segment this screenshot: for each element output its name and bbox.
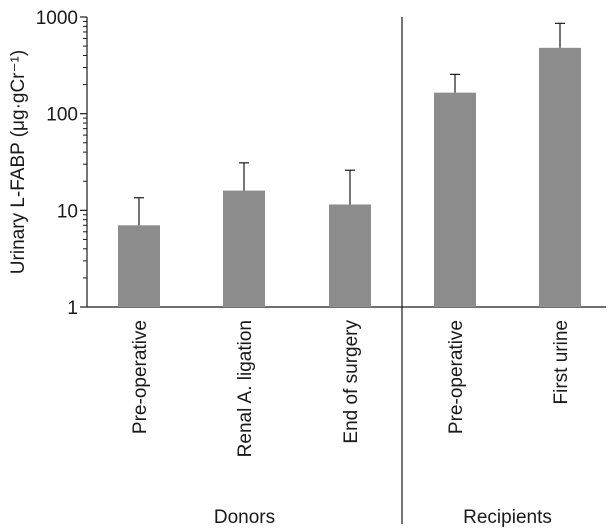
y-axis-title-group: Urinary L-FABP (μg·gCr⁻¹) (8, 50, 29, 274)
y-axis-title: Urinary L-FABP (μg·gCr⁻¹) (8, 50, 29, 274)
error-bars (134, 22, 565, 226)
bar (539, 47, 581, 307)
group-labels: Donors Recipients (214, 507, 552, 528)
bar (118, 225, 160, 307)
y-tick-label: 1 (67, 298, 78, 319)
x-tick-label: First urine (551, 320, 572, 404)
y-tick-label: 100 (46, 105, 78, 126)
x-tick-label: Renal A. ligation (235, 320, 256, 457)
x-tick-label: End of surgery (341, 320, 362, 444)
x-tick-labels: Pre-operative Renal A. ligation End of sur… (130, 320, 572, 458)
x-tick-label: Pre-operative (130, 320, 151, 434)
x-tick-label: Pre-operative (446, 320, 467, 434)
bars (118, 47, 581, 307)
y-tick-label: 1000 (36, 8, 78, 29)
bar (329, 204, 371, 307)
y-tick-label: 10 (57, 201, 78, 222)
group-label: Recipients (463, 507, 552, 528)
bar (223, 190, 265, 307)
group-label: Donors (214, 507, 275, 528)
axes: 1 10 100 1000 (36, 8, 606, 524)
bar (434, 92, 476, 307)
